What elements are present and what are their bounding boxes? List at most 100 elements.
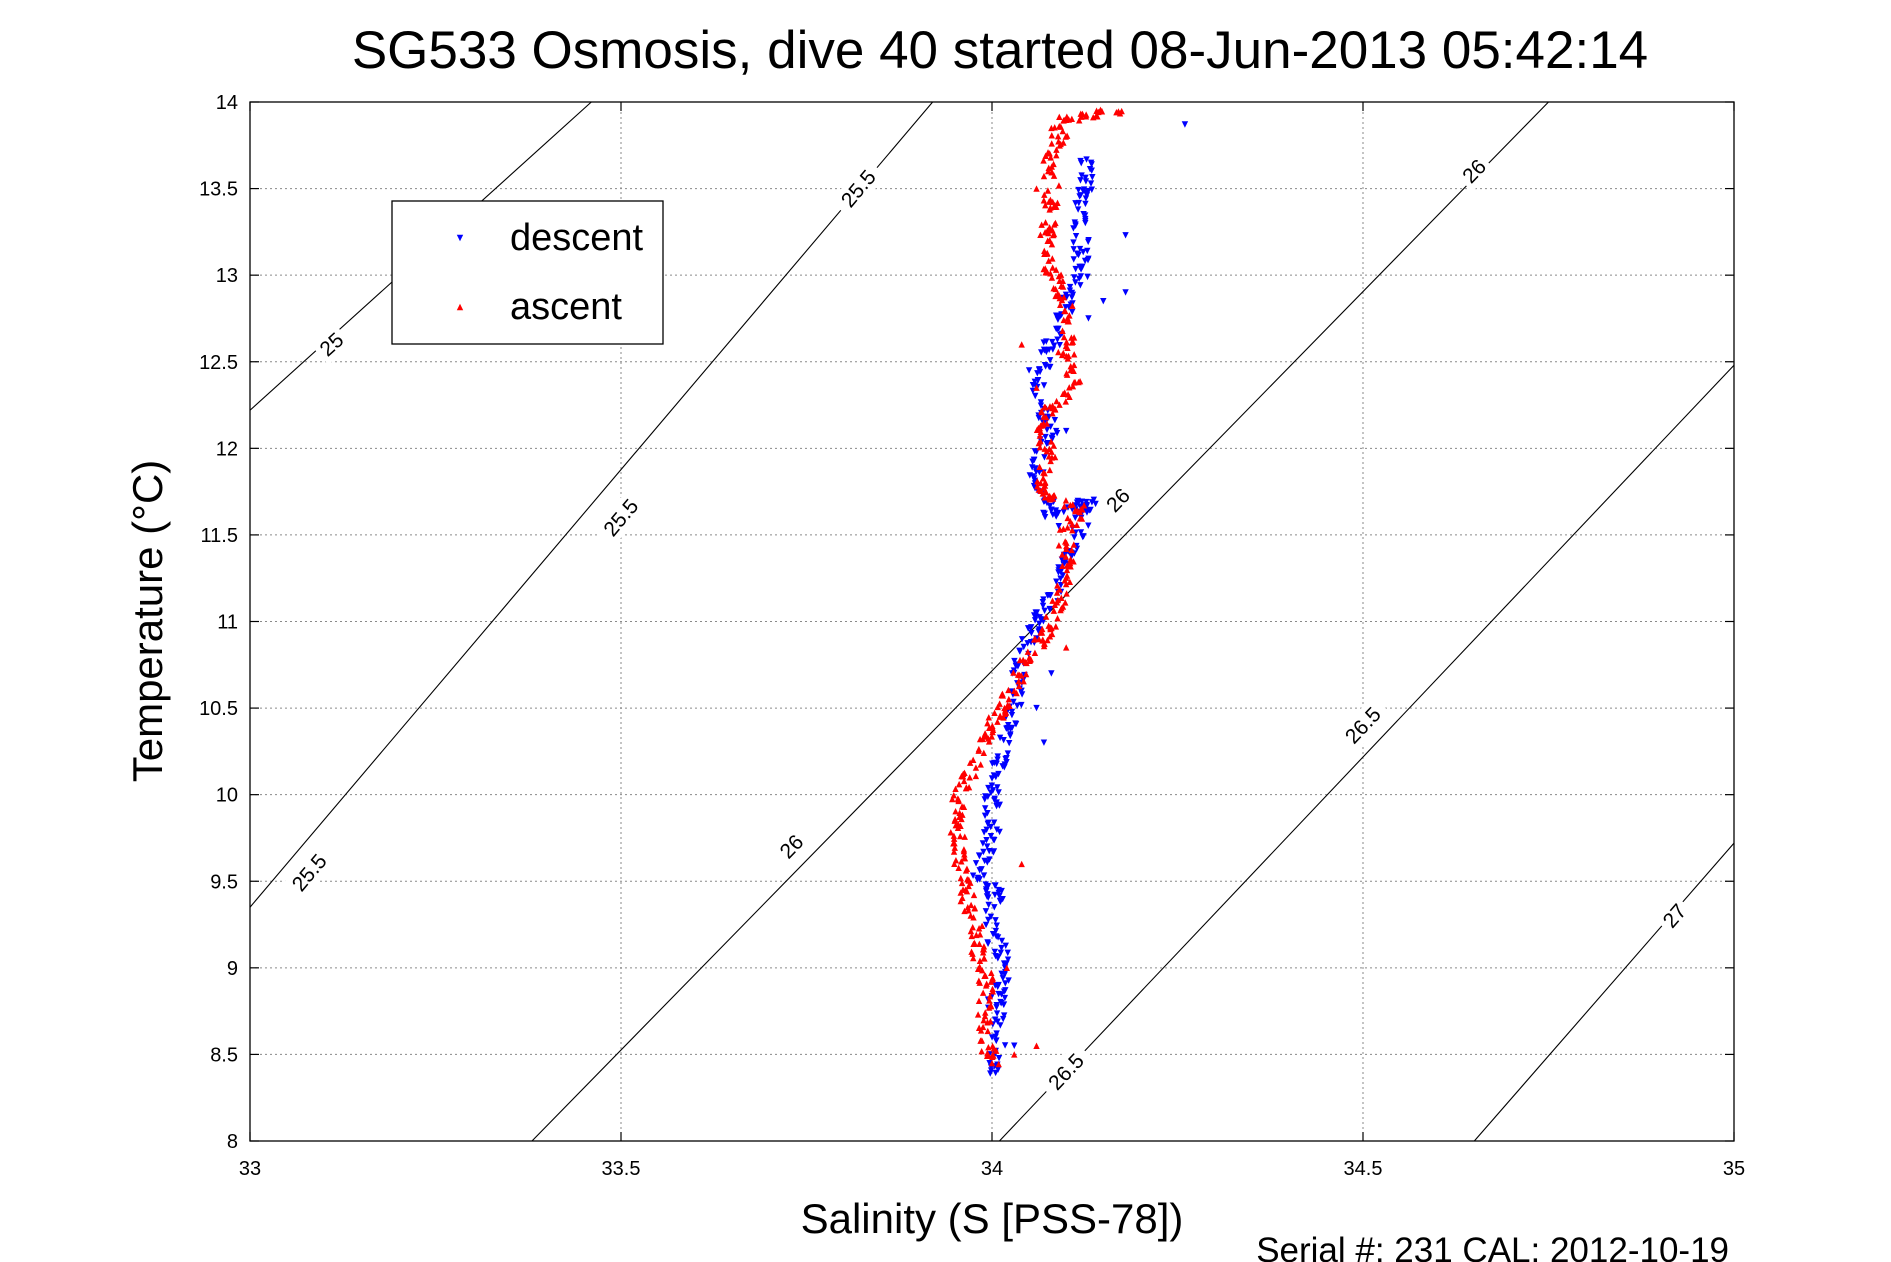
ascent-point <box>1054 582 1061 589</box>
ascent-point <box>982 972 989 979</box>
ascent-point <box>1064 391 1072 398</box>
ascent-point <box>1049 264 1056 271</box>
ascent-point <box>1048 274 1056 281</box>
ascent-point <box>1078 515 1086 522</box>
descent-point <box>1072 279 1079 286</box>
descent-point <box>1076 245 1084 253</box>
ascent-point <box>1045 493 1052 500</box>
contour-label-bg <box>1453 150 1495 192</box>
ascent-point <box>1005 686 1012 694</box>
descent-point <box>1070 239 1077 246</box>
ascent-point <box>970 914 977 921</box>
ascent-point <box>1064 514 1071 522</box>
descent-point <box>1078 172 1085 179</box>
descent-point <box>1040 382 1048 389</box>
descent-point <box>996 892 1003 900</box>
ascent-point <box>1050 442 1057 449</box>
descent-point <box>1000 1001 1007 1009</box>
descent-point <box>1033 704 1040 712</box>
descent-point <box>1079 263 1086 271</box>
ascent-point <box>1040 197 1048 204</box>
ascent-point <box>979 735 986 743</box>
descent-point <box>1068 553 1075 560</box>
ascent-point <box>1070 541 1078 548</box>
y-tick-label: 10 <box>216 785 238 807</box>
descent-point <box>1001 971 1008 978</box>
ascent-point <box>952 856 960 864</box>
ascent-point <box>1054 614 1061 622</box>
ascent-point <box>1059 551 1066 558</box>
descent-point <box>990 836 997 844</box>
ascent-point <box>1062 342 1070 350</box>
ascent-point <box>1040 413 1047 420</box>
descent-point <box>994 784 1001 791</box>
ascent-point <box>1043 448 1050 455</box>
descent-point <box>987 1070 994 1077</box>
descent-point <box>1014 702 1021 710</box>
ascent-point <box>1041 640 1048 647</box>
ascent-point <box>957 874 965 882</box>
ascent-point <box>989 722 996 729</box>
descent-point <box>1018 701 1025 709</box>
ascent-point <box>987 1018 994 1025</box>
ascent-point <box>968 948 975 955</box>
ascent-point <box>1053 151 1060 159</box>
ascent-point <box>1062 497 1070 504</box>
descent-point <box>1071 534 1078 541</box>
ascent-point <box>1056 401 1063 408</box>
ascent-point <box>1059 390 1067 398</box>
descent-point <box>995 789 1002 796</box>
descent-point <box>984 820 992 828</box>
descent-point <box>988 1034 996 1041</box>
ascent-point <box>1024 648 1032 655</box>
ascent-point <box>1046 466 1054 474</box>
descent-point <box>997 949 1004 957</box>
descent-point <box>988 782 996 789</box>
ascent-point <box>1000 714 1007 721</box>
ascent-point <box>982 731 989 739</box>
descent-point <box>1075 186 1082 194</box>
descent-point <box>1048 670 1055 677</box>
ascent-point <box>1073 521 1081 529</box>
contour-label-bg <box>281 842 338 903</box>
descent-point <box>1077 177 1084 184</box>
ascent-point <box>956 832 964 840</box>
descent-point <box>1053 578 1060 585</box>
ascent-point <box>1047 457 1054 465</box>
ascent-point <box>1061 503 1068 510</box>
descent-point <box>1069 291 1077 298</box>
ascent-point <box>979 1023 987 1031</box>
ascent-point <box>1042 219 1049 226</box>
ascent-point <box>1069 302 1076 309</box>
ascent-point <box>987 978 995 985</box>
axis-ticks: 33 33.5 34 34.5 35 8 8.5 9 9.5 10 10.5 11 11.5 12 12.5… <box>199 92 1745 1180</box>
descent-point <box>1073 250 1081 257</box>
descent-point <box>984 810 991 817</box>
ascent-point <box>1003 703 1011 710</box>
ascent-point <box>980 749 988 757</box>
descent-point <box>1000 1012 1008 1019</box>
ascent-point <box>1052 266 1060 273</box>
ascent-point <box>1060 349 1067 357</box>
ascent-point <box>967 901 975 909</box>
ascent-point <box>961 833 968 840</box>
ascent-point <box>1056 526 1064 533</box>
ascent-point <box>1062 553 1070 560</box>
descent-point <box>1046 357 1054 364</box>
descent-point <box>1082 178 1090 185</box>
ascent-point <box>1061 307 1068 314</box>
descent-point <box>1031 477 1039 484</box>
descent-point <box>1092 500 1099 508</box>
ascent-point <box>1042 152 1049 159</box>
descent-point <box>983 843 991 850</box>
ascent-point <box>965 882 972 890</box>
ascent-point <box>1042 487 1049 495</box>
descent-point <box>1087 159 1095 167</box>
ascent-point <box>951 840 958 847</box>
descent-point <box>1004 956 1012 963</box>
ascent-point <box>983 980 990 987</box>
descent-point <box>1028 630 1035 637</box>
legend-box <box>391 200 664 345</box>
descent-point <box>1088 167 1095 174</box>
ascent-point <box>994 718 1001 725</box>
